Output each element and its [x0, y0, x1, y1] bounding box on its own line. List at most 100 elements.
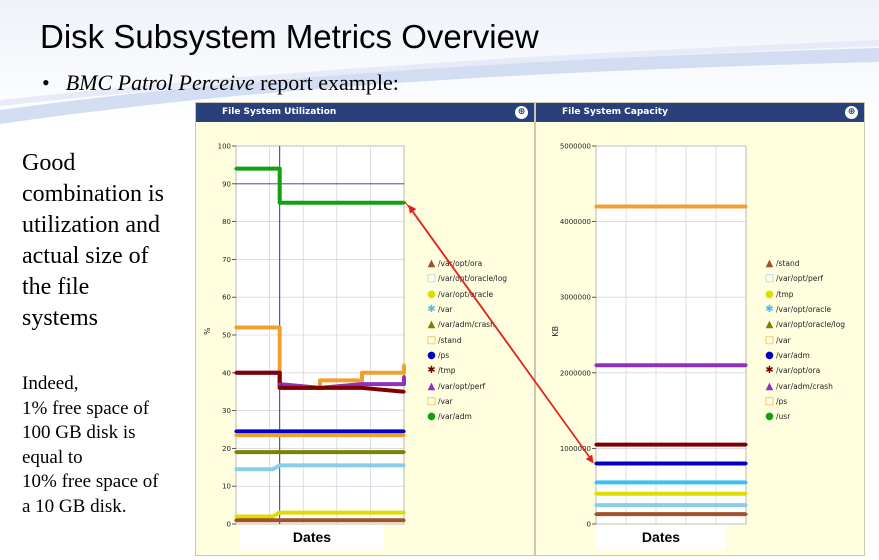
utilization-panel-title: File System Utilization [222, 107, 337, 117]
y-tick-label: 20 [222, 445, 231, 453]
data-point [234, 514, 238, 519]
data-point [360, 518, 364, 522]
data-point [360, 463, 364, 468]
data-point [360, 511, 364, 515]
y-tick-label: 5000000 [560, 143, 591, 151]
data-point [360, 429, 364, 433]
data-point [744, 512, 748, 516]
title-swoosh-decoration [0, 40, 879, 124]
bullet-dot-icon: • [42, 70, 50, 95]
legend-marker-icon: ▲ [765, 258, 774, 270]
legend-label: /var/opt/perf [776, 274, 824, 284]
plot-area [595, 145, 747, 525]
left-text-small: Indeed, 1% free space of 100 GB disk is … [22, 372, 202, 519]
utilization-chart-panel: File System Utilization ⊕ 0 10 20 30 40 50 60 7… [195, 102, 535, 556]
legend-marker-icon: ● [427, 349, 436, 361]
utilization-chart: 0 10 20 30 40 50 60 70 80 90 100% [203, 143, 406, 529]
data-point [234, 371, 238, 375]
data-point [271, 514, 275, 519]
legend-item: ●/var/opt/oracle [426, 287, 507, 302]
legend-label: /var/opt/ora [438, 259, 483, 269]
data-point [594, 503, 598, 507]
legend-marker-icon: ● [765, 411, 774, 423]
left-small-line: equal to [22, 446, 83, 468]
legend-item: ●/var/adm [764, 348, 845, 363]
legend-item: ▲/stand [764, 256, 845, 271]
data-point [744, 480, 748, 485]
legend-label: /var/opt/oracle/log [438, 274, 508, 284]
legend-item: ✱/var [426, 302, 507, 317]
data-point [318, 450, 322, 454]
data-point [278, 511, 282, 515]
left-small-line: Indeed, [22, 373, 79, 394]
legend-item: ▲/var/adm/crash [764, 378, 845, 393]
data-point [360, 201, 364, 205]
data-point [744, 363, 748, 367]
data-point [271, 371, 275, 375]
left-small-line: 10% free space of [22, 471, 159, 492]
data-point [360, 433, 364, 437]
bullet-rest: report example: [254, 70, 399, 95]
capacity-chart: 0 1000000 2000000 3000000 4000000 5000000 KB [551, 143, 748, 529]
y-tick-label: 90 [222, 180, 231, 188]
legend-label: /tmp [776, 289, 794, 299]
y-tick-label: 3000000 [560, 294, 591, 302]
data-point [744, 443, 748, 447]
left-small-line: 1% free space of [22, 397, 150, 419]
data-point [234, 325, 238, 330]
data-point [271, 450, 275, 454]
annotation-arrow [404, 201, 594, 464]
annotation-arrow [408, 204, 592, 459]
y-tick-label: 70 [222, 256, 231, 264]
data-point [234, 429, 238, 433]
slide-title: Disk Subsystem Metrics Overview [40, 18, 539, 55]
series-line [236, 463, 404, 472]
data-point [594, 492, 598, 496]
legend-label: /var [438, 396, 453, 406]
legend-item: ✱/var/opt/ora [764, 363, 845, 378]
data-point [278, 201, 282, 205]
data-point [318, 433, 322, 437]
legend-item: ✱/var/opt/oracle [764, 302, 845, 317]
legend-label: /usr [776, 412, 791, 422]
legend-marker-icon: ● [765, 288, 774, 300]
data-point [271, 518, 275, 522]
data-point [744, 204, 748, 209]
data-point [278, 450, 282, 454]
left-big-line: the file [22, 274, 90, 300]
data-point [278, 386, 282, 390]
y-tick-label: 30 [222, 407, 231, 415]
data-point [271, 467, 275, 471]
legend-label: /ps [438, 350, 450, 360]
data-point [402, 450, 406, 454]
legend-item: □/var/opt/oracle/log [426, 271, 507, 286]
legend-item: □/var [764, 332, 845, 347]
data-point [594, 363, 598, 367]
y-tick-label: 1000000 [560, 445, 591, 453]
legend-marker-icon: ✱ [765, 304, 774, 316]
data-point [278, 518, 282, 522]
zoom-icon[interactable]: ⊕ [515, 106, 528, 119]
legend-label: /var/opt/oracle [776, 305, 832, 315]
y-axis-label: KB [551, 326, 560, 337]
legend-label: /stand [776, 259, 800, 269]
legend-label: /var [776, 335, 791, 345]
data-point [271, 433, 275, 437]
data-point [318, 378, 322, 382]
left-big-line: Good [22, 150, 76, 176]
y-tick-label: 60 [222, 294, 231, 302]
data-point [278, 429, 282, 433]
legend-marker-icon: □ [764, 395, 775, 407]
zoom-icon[interactable]: ⊕ [845, 106, 858, 119]
utilization-dates-label: Dates [240, 525, 384, 549]
legend-item: ▲/var/adm/crash [426, 317, 507, 332]
legend-marker-icon: □ [764, 273, 775, 285]
legend-label: /var/opt/ora [776, 366, 821, 376]
legend-label: /tmp [438, 366, 456, 376]
bullet-product-name: BMC Patrol Perceive [65, 70, 255, 95]
legend-marker-icon: ▲ [427, 380, 436, 392]
legend-item: □/var/opt/perf [764, 271, 845, 286]
left-small-line: a 10 GB disk. [22, 495, 127, 517]
legend-marker-icon: □ [426, 273, 437, 285]
legend-item: □/var [426, 394, 507, 409]
